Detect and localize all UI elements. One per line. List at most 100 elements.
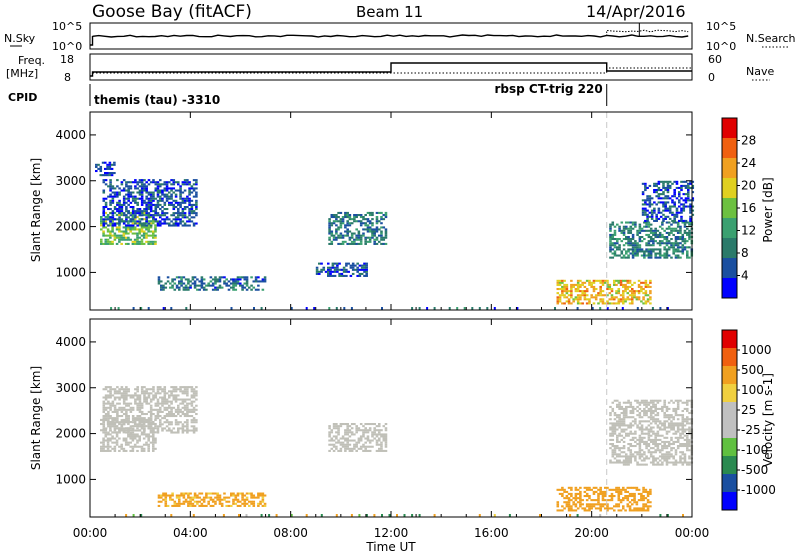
- echo-cell: [327, 270, 330, 273]
- echo-cell: [672, 457, 675, 460]
- echo-cell: [239, 284, 242, 287]
- echo-cell: [620, 412, 624, 415]
- echo-cell: [657, 217, 661, 220]
- echo-cell: [142, 232, 146, 235]
- echo-cell: [574, 488, 578, 491]
- echo-cell: [371, 228, 374, 231]
- echo-cell: [263, 502, 267, 505]
- echo-cell: [120, 421, 123, 424]
- echo-cell: [671, 219, 674, 222]
- echo-cell: [678, 193, 681, 196]
- echo-cell: [653, 201, 656, 204]
- echo-cell: [169, 282, 172, 285]
- echo-cell: [124, 242, 128, 245]
- echo-cell: [111, 402, 115, 405]
- echo-cell: [658, 244, 662, 247]
- echo-cell: [111, 222, 115, 225]
- echo-cell: [118, 193, 121, 196]
- echo-cell: [211, 498, 215, 501]
- echo-cell: [127, 197, 130, 200]
- echo-cell: [670, 447, 673, 450]
- echo-cell: [622, 414, 626, 417]
- echo-cell: [622, 296, 625, 299]
- echo-cell: [177, 222, 180, 225]
- echo-cell: [627, 221, 630, 224]
- echo-cell: [337, 216, 340, 219]
- echo-cell: [629, 426, 633, 429]
- echo-cell: [631, 233, 635, 236]
- echo-cell: [102, 232, 105, 235]
- echo-cell: [364, 238, 367, 241]
- echo-cell: [650, 211, 654, 214]
- echo-cell: [351, 272, 355, 275]
- echo-cell: [647, 432, 651, 435]
- echo-cell: [156, 181, 160, 184]
- echo-cell: [579, 490, 582, 493]
- echo-cell: [168, 410, 171, 413]
- echo-cell: [665, 459, 669, 462]
- echo-cell: [196, 284, 199, 287]
- echo-cell: [143, 179, 146, 182]
- echo-cell: [186, 404, 189, 407]
- echo-cell: [627, 231, 630, 234]
- echo-cell: [631, 300, 634, 303]
- echo-cell: [567, 486, 571, 489]
- echo-cell: [159, 191, 162, 194]
- echo-cell: [147, 234, 150, 237]
- echo-cell: [122, 406, 126, 409]
- echo-cell: [159, 410, 162, 413]
- echo-cell: [681, 443, 685, 446]
- echo-cell: [640, 499, 643, 502]
- echo-cell: [684, 199, 688, 202]
- echo-cell: [234, 284, 238, 287]
- echo-cell: [154, 427, 157, 430]
- echo-cell: [261, 280, 265, 283]
- echo-cell: [604, 302, 607, 305]
- echo-cell: [611, 410, 615, 413]
- echo-cell: [168, 197, 171, 200]
- echo-cell: [368, 236, 372, 239]
- echo-cell: [576, 492, 580, 495]
- echo-cell: [230, 494, 233, 497]
- echo-cell: [190, 187, 194, 190]
- echo-cell: [186, 390, 189, 393]
- echo-cell: [127, 187, 130, 190]
- echo-cell: [95, 165, 98, 168]
- echo-cell: [658, 256, 662, 259]
- echo-cell: [349, 264, 353, 267]
- echo-cell: [192, 179, 196, 182]
- echo-cell: [686, 250, 689, 253]
- echo-cell: [686, 254, 689, 257]
- echo-cell: [116, 203, 119, 206]
- echo-cell: [687, 184, 690, 187]
- echo-cell: [648, 201, 652, 204]
- echo-cell: [102, 423, 106, 426]
- echo-cell: [335, 218, 338, 221]
- echo-cell: [657, 182, 661, 185]
- echo-cell: [104, 179, 108, 182]
- echo-cell: [156, 203, 160, 206]
- echo-cell: [674, 410, 678, 413]
- echo-cell: [619, 294, 623, 297]
- echo-cell: [588, 281, 591, 284]
- echo-cell: [649, 298, 652, 301]
- echo-cell: [667, 242, 671, 245]
- echo-cell: [366, 224, 370, 227]
- echo-cell: [588, 509, 591, 512]
- echo-cell: [640, 497, 643, 500]
- echo-cell: [634, 250, 637, 253]
- echo-cell: [99, 174, 103, 177]
- echo-cell: [127, 417, 130, 420]
- echo-cell: [340, 268, 344, 271]
- echo-cell: [109, 423, 112, 426]
- echo-cell: [131, 216, 135, 219]
- echo-cell: [371, 435, 374, 438]
- nsky-nsearch-lines: [90, 23, 689, 46]
- echo-cell: [109, 230, 112, 233]
- echo-cell: [620, 434, 624, 437]
- echo-cell: [147, 216, 151, 219]
- echo-cell: [654, 463, 657, 466]
- echo-cell: [163, 386, 167, 389]
- echo-cell: [382, 449, 386, 452]
- echo-cell: [681, 221, 685, 224]
